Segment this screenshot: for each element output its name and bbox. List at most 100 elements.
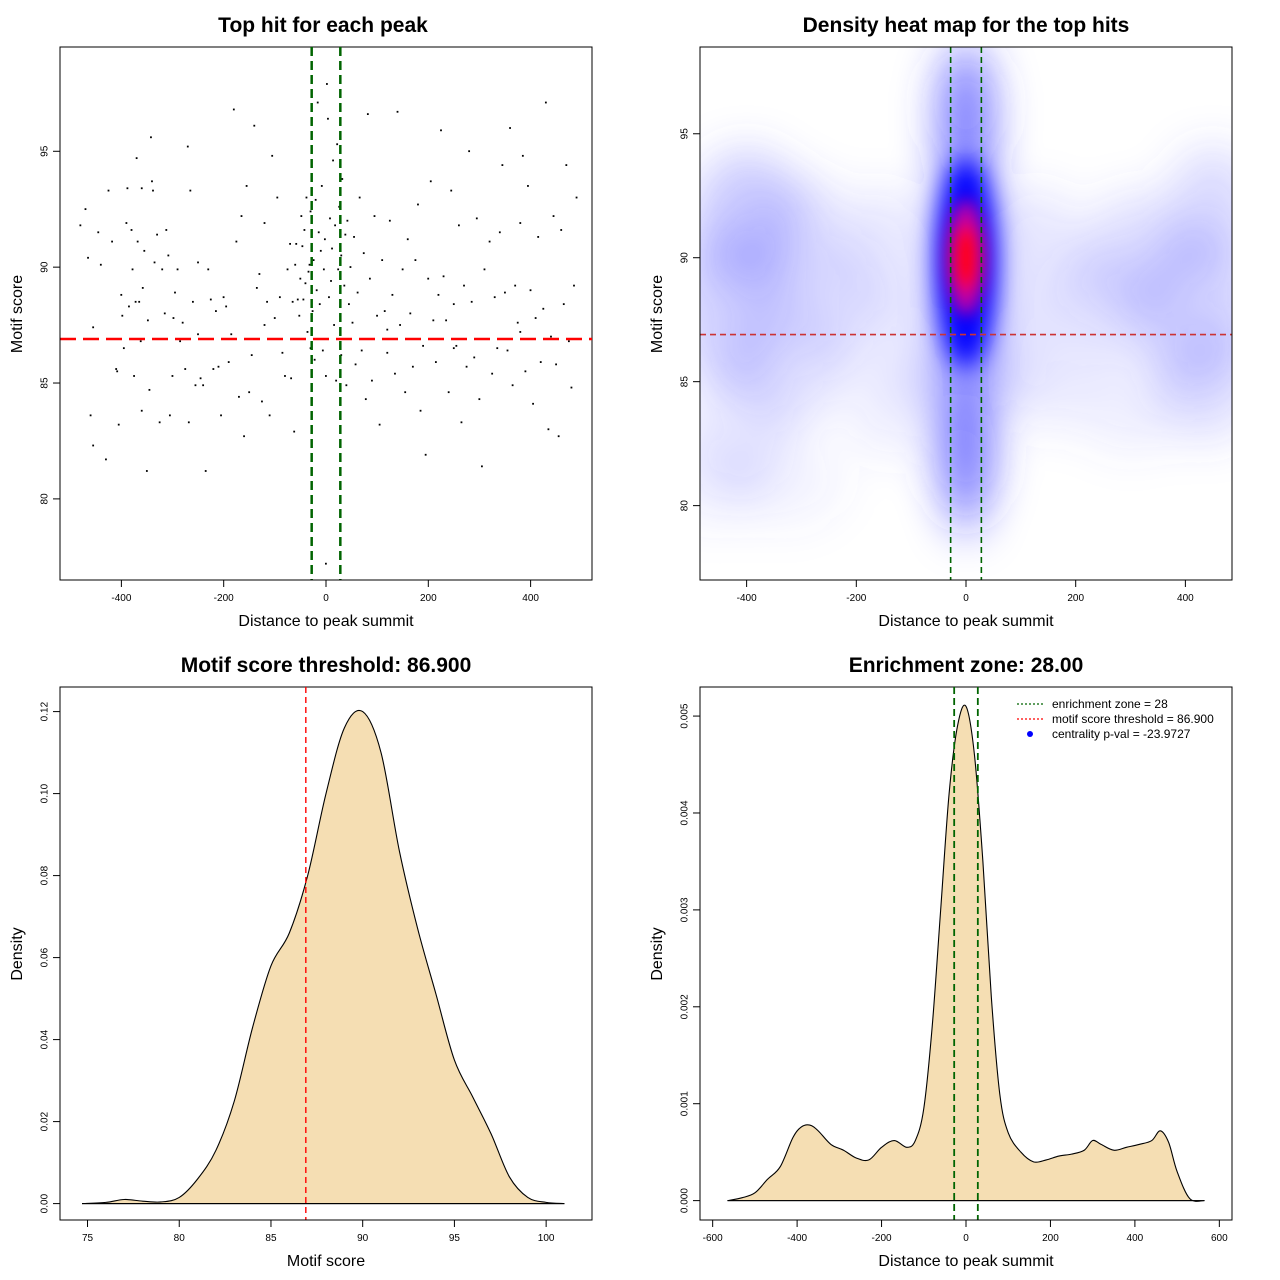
scatter-point <box>362 252 365 255</box>
scatter-point <box>289 242 291 245</box>
scatter-point <box>519 331 522 333</box>
scatter-point <box>172 317 175 319</box>
legend: enrichment zone = 28 motif score thresho… <box>1017 697 1214 741</box>
scatter-point <box>268 414 271 417</box>
scatter-point <box>491 372 494 375</box>
scatter-point <box>150 136 152 139</box>
scatter-point <box>573 284 575 287</box>
scatter-point <box>345 384 348 387</box>
panel-distance-density: Enrichment zone: 28.00 -600 -400 -200 0 200 4… <box>649 654 1233 1270</box>
scatter-point <box>473 356 476 359</box>
scatter-point <box>450 189 453 192</box>
scatter-point <box>311 310 314 312</box>
scatter-point <box>498 231 501 234</box>
distance-density-x-tick-label: -600 <box>703 1233 723 1244</box>
scatter-point <box>253 124 256 127</box>
scatter-point <box>317 231 320 234</box>
scatter-point <box>529 289 532 292</box>
scatter-x-tick-label: 0 <box>323 593 329 604</box>
scatter-point <box>550 335 552 338</box>
scatter-point <box>394 372 396 375</box>
scatter-point <box>294 263 297 266</box>
scatter-point <box>463 284 465 287</box>
scatter-point <box>126 187 129 190</box>
scatter-point <box>506 349 509 352</box>
scatter-point <box>470 300 473 303</box>
scatter-point <box>399 324 401 326</box>
scatter-point <box>437 293 440 296</box>
scatter-point <box>140 409 143 412</box>
heatmap-x-tick-label: -400 <box>737 593 757 604</box>
scatter-point <box>286 268 289 271</box>
scatter-point <box>312 259 315 261</box>
scatter-point <box>138 300 141 303</box>
scatter-point <box>330 280 332 282</box>
scatter-point <box>171 375 174 377</box>
scatter-point <box>527 185 529 187</box>
scatter-point <box>271 154 274 157</box>
scatter-point <box>333 324 335 326</box>
scatter-point <box>406 238 409 241</box>
scatter-y-tick-label: 85 <box>40 377 51 389</box>
scatter-point <box>319 249 322 252</box>
score-density-x-tick-label: 85 <box>265 1233 277 1244</box>
score-density-y-tick-label: 0.08 <box>40 865 51 885</box>
scatter-reference-lines <box>60 47 592 580</box>
scatter-point <box>360 349 363 352</box>
heatmap-density-red-peak <box>952 223 980 292</box>
legend-enrichment-label: enrichment zone = 28 <box>1052 697 1168 711</box>
scatter-point <box>348 303 350 306</box>
scatter-point <box>409 312 412 315</box>
panel-scatter: Top hit for each peak -400 -200 0 200 400 80… <box>9 14 593 630</box>
scatter-point <box>243 435 245 438</box>
scatter-point <box>300 215 303 217</box>
scatter-point <box>304 282 307 285</box>
scatter-point <box>320 185 323 187</box>
score-density-x-label: Motif score <box>287 1253 365 1270</box>
scatter-point <box>217 365 220 368</box>
scatter-point <box>308 263 311 266</box>
scatter-point <box>354 363 357 366</box>
scatter-point <box>547 428 550 431</box>
heatmap-x-tick-label: 0 <box>963 593 969 604</box>
scatter-point <box>116 370 119 373</box>
scatter-point <box>121 314 124 317</box>
heatmap-y-axis: 80 85 90 95 <box>680 128 701 511</box>
scatter-point <box>99 263 102 266</box>
scatter-point <box>331 247 333 250</box>
distance-density-x-tick-label: -400 <box>787 1233 807 1244</box>
scatter-point <box>404 391 407 394</box>
scatter-point <box>151 180 153 183</box>
scatter-point <box>391 293 394 296</box>
scatter-point <box>167 254 170 257</box>
scatter-point <box>417 203 419 206</box>
scatter-point <box>163 312 166 315</box>
scatter-point <box>353 236 355 238</box>
scatter-point <box>429 180 432 183</box>
scatter-point <box>266 300 268 303</box>
scatter-point <box>346 219 349 222</box>
scatter-point <box>509 127 511 129</box>
scatter-point <box>452 347 455 350</box>
scatter-point <box>128 305 130 308</box>
scatter-point <box>332 159 334 162</box>
scatter-point <box>305 196 308 199</box>
scatter-point <box>478 398 481 401</box>
distance-density-x-axis: -600 -400 -200 0 200 400 600 <box>703 1219 1228 1244</box>
heatmap-x-tick-label: -200 <box>846 593 866 604</box>
scatter-point <box>161 268 164 271</box>
distance-density-x-label: Distance to peak summit <box>878 1253 1054 1270</box>
heatmap-y-tick-label: 80 <box>680 500 691 512</box>
scatter-point <box>386 328 389 331</box>
scatter-point <box>148 388 151 391</box>
scatter-point <box>79 224 82 227</box>
scatter-point <box>341 178 344 180</box>
scatter-point <box>327 117 329 120</box>
scatter-point <box>225 305 228 308</box>
distance-density-y-axis: 0.000 0.001 0.002 0.003 0.004 0.005 <box>680 703 701 1213</box>
scatter-point <box>258 273 261 275</box>
scatter-point <box>133 375 135 377</box>
scatter-point <box>145 470 148 472</box>
scatter-point <box>445 319 448 322</box>
